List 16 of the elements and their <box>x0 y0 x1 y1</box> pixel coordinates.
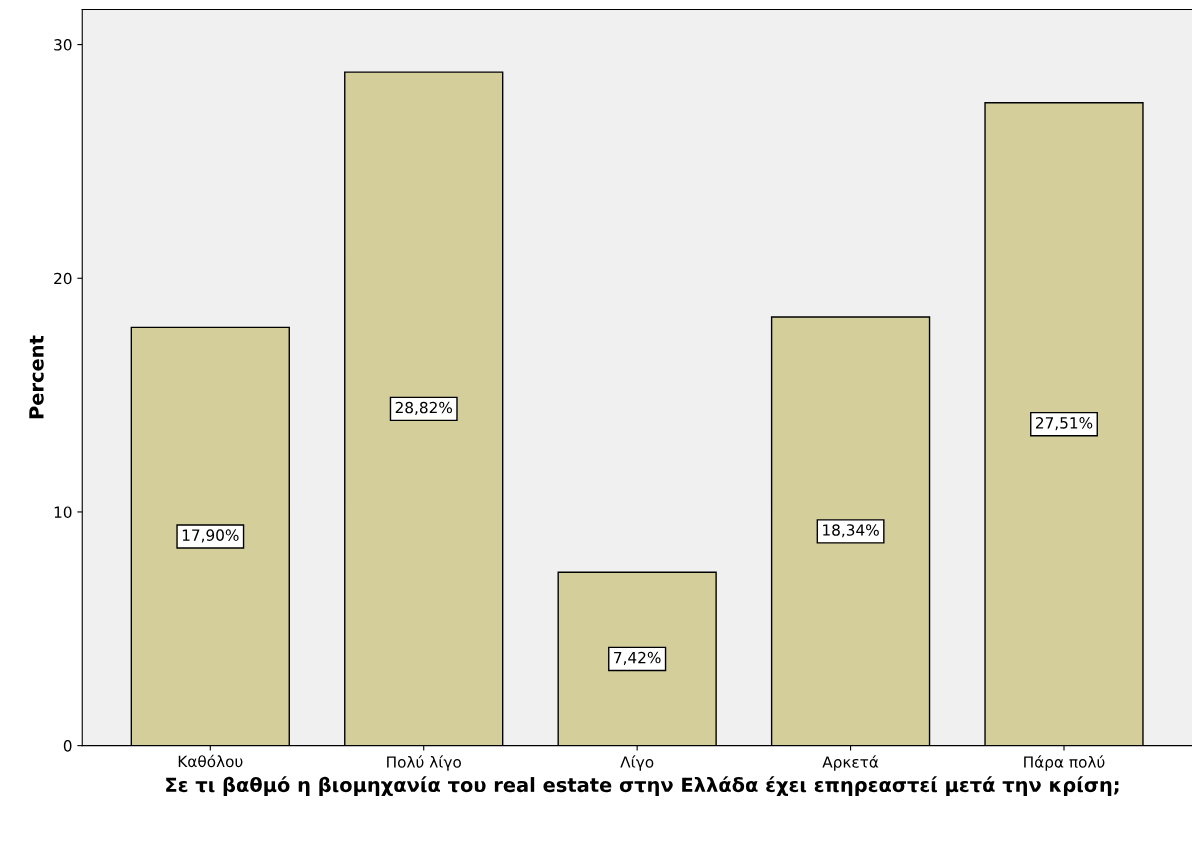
y-axis-title: Percent <box>29 335 44 419</box>
y-tick-label: 20 <box>54 272 72 285</box>
data-label: 28,82% <box>395 401 453 415</box>
x-tick-label: Πάρα πολύ <box>1024 755 1105 771</box>
data-label: 7,42% <box>614 651 661 665</box>
x-axis-title: Σε τι βαθμό η βιομηχανία του real estate στην Ελλάδα έχει επηρεαστεί μετά την κρίση; <box>166 776 1119 796</box>
data-label: 17,90% <box>182 529 239 543</box>
x-tick-label: Καθόλου <box>178 754 243 768</box>
data-label: 18,34% <box>823 524 879 538</box>
x-tick-label: Αρκετά <box>822 755 879 771</box>
y-tick-label: 30 <box>54 39 72 51</box>
y-tick-label: 0 <box>63 740 72 752</box>
data-label: 27,51% <box>1035 417 1093 431</box>
x-tick-label: Λίγο <box>620 755 654 771</box>
y-tick-label: 10 <box>54 506 72 518</box>
x-tick-label: Πολύ λίγο <box>387 755 461 771</box>
